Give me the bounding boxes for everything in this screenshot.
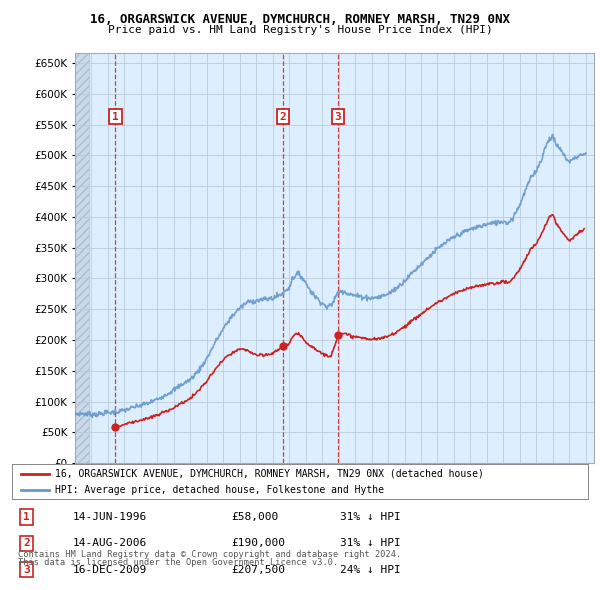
Text: 2: 2 — [280, 112, 286, 122]
Text: HPI: Average price, detached house, Folkestone and Hythe: HPI: Average price, detached house, Folk… — [55, 485, 384, 495]
Text: This data is licensed under the Open Government Licence v3.0.: This data is licensed under the Open Gov… — [18, 558, 338, 567]
Text: 31% ↓ HPI: 31% ↓ HPI — [340, 539, 401, 548]
Text: 16-DEC-2009: 16-DEC-2009 — [73, 565, 147, 575]
Polygon shape — [75, 53, 89, 463]
Text: Price paid vs. HM Land Registry's House Price Index (HPI): Price paid vs. HM Land Registry's House … — [107, 25, 493, 35]
Text: 1: 1 — [23, 512, 30, 522]
Text: 24% ↓ HPI: 24% ↓ HPI — [340, 565, 401, 575]
Text: 2: 2 — [23, 539, 30, 548]
Text: Contains HM Land Registry data © Crown copyright and database right 2024.: Contains HM Land Registry data © Crown c… — [18, 550, 401, 559]
Text: 16, ORGARSWICK AVENUE, DYMCHURCH, ROMNEY MARSH, TN29 0NX: 16, ORGARSWICK AVENUE, DYMCHURCH, ROMNEY… — [90, 13, 510, 26]
Text: £190,000: £190,000 — [231, 539, 285, 548]
Text: 14-JUN-1996: 14-JUN-1996 — [73, 512, 147, 522]
Text: 1: 1 — [112, 112, 119, 122]
Text: £207,500: £207,500 — [231, 565, 285, 575]
Text: 3: 3 — [23, 565, 30, 575]
Text: 14-AUG-2006: 14-AUG-2006 — [73, 539, 147, 548]
Text: 16, ORGARSWICK AVENUE, DYMCHURCH, ROMNEY MARSH, TN29 0NX (detached house): 16, ORGARSWICK AVENUE, DYMCHURCH, ROMNEY… — [55, 468, 484, 478]
Text: 31% ↓ HPI: 31% ↓ HPI — [340, 512, 401, 522]
Text: £58,000: £58,000 — [231, 512, 278, 522]
Text: 3: 3 — [335, 112, 341, 122]
